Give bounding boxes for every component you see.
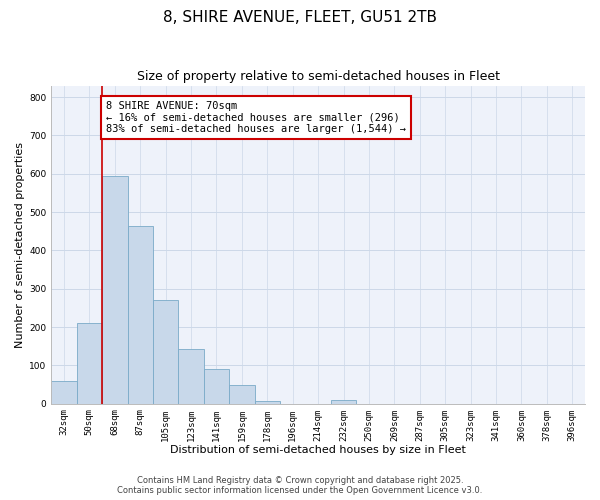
Bar	[229, 386, 254, 404]
Bar	[153, 300, 178, 404]
Bar	[331, 400, 356, 404]
Y-axis label: Number of semi-detached properties: Number of semi-detached properties	[15, 142, 25, 348]
Bar	[102, 176, 128, 404]
Text: Contains HM Land Registry data © Crown copyright and database right 2025.
Contai: Contains HM Land Registry data © Crown c…	[118, 476, 482, 495]
Bar	[77, 323, 102, 404]
Bar	[204, 369, 229, 404]
Bar	[51, 380, 77, 404]
Text: 8 SHIRE AVENUE: 70sqm
← 16% of semi-detached houses are smaller (296)
83% of sem: 8 SHIRE AVENUE: 70sqm ← 16% of semi-deta…	[106, 101, 406, 134]
Bar	[178, 349, 204, 404]
X-axis label: Distribution of semi-detached houses by size in Fleet: Distribution of semi-detached houses by …	[170, 445, 466, 455]
Bar	[254, 400, 280, 404]
Text: 8, SHIRE AVENUE, FLEET, GU51 2TB: 8, SHIRE AVENUE, FLEET, GU51 2TB	[163, 10, 437, 25]
Bar	[128, 226, 153, 404]
Title: Size of property relative to semi-detached houses in Fleet: Size of property relative to semi-detach…	[137, 70, 500, 83]
